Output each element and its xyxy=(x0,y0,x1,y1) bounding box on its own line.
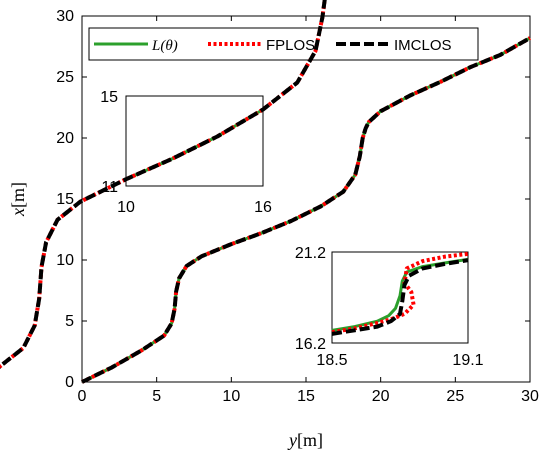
main-ticks: 0 5 10 15 20 25 30 0 5 10 15 20 25 30 xyxy=(56,8,539,405)
legend-label-imclos: IMCLOS xyxy=(394,37,452,54)
y-tick-label: 0 xyxy=(65,374,74,391)
y-tick-label: 5 xyxy=(65,313,74,330)
legend-label-l-theta: L(θ) xyxy=(151,38,178,54)
y-tick-label: 25 xyxy=(56,69,74,86)
x-tick-label: 0 xyxy=(78,388,87,405)
legend: L(θ) FPLOS IMCLOS xyxy=(88,27,479,61)
inset-1-y-tick-label: 15 xyxy=(100,89,118,106)
inset-1-x-tick-label: 16 xyxy=(254,199,272,216)
y-tick-label: 10 xyxy=(56,252,74,269)
x-tick-label: 5 xyxy=(152,388,161,405)
legend-box xyxy=(88,27,479,61)
x-tick-label: 25 xyxy=(446,388,464,405)
inset-2-series-fplos xyxy=(331,251,469,335)
y-tick-label: 15 xyxy=(56,191,74,208)
inset-2: 18.5 19.1 16.2 21.2 xyxy=(295,245,484,369)
inset-1-series xyxy=(0,0,327,369)
inset-2-series-imclos xyxy=(331,258,469,336)
y-axis-label: x[m] xyxy=(8,182,28,217)
x-tick-label: 15 xyxy=(297,388,315,405)
inset-2-y-tick-label: 21.2 xyxy=(295,245,326,262)
y-tick-label: 30 xyxy=(56,8,74,25)
main-series xyxy=(81,36,531,384)
inset-2-series xyxy=(331,251,469,336)
inset-1-ticks: 10 16 11 15 xyxy=(100,89,272,216)
inset-2-x-tick-label: 19.1 xyxy=(452,352,483,369)
y-tick-label: 20 xyxy=(56,130,74,147)
x-axis-label: y[m] xyxy=(287,430,323,450)
inset-1: 10 16 11 15 xyxy=(0,0,327,369)
inset-1-y-tick-label: 11 xyxy=(101,179,118,196)
inset-2-x-tick-label: 18.5 xyxy=(316,352,347,369)
inset-1-frame xyxy=(125,95,264,187)
legend-label-fplos: FPLOS xyxy=(266,37,315,54)
inset-1-series-imclos xyxy=(0,0,327,369)
x-tick-label: 10 xyxy=(222,388,240,405)
inset-1-series-fplos xyxy=(0,0,327,369)
x-tick-label: 30 xyxy=(521,388,539,405)
x-tick-label: 20 xyxy=(372,388,390,405)
main-series-imclos xyxy=(81,36,531,384)
inset-2-ticks: 18.5 19.1 16.2 21.2 xyxy=(295,245,484,369)
inset-1-x-tick-label: 10 xyxy=(117,199,135,216)
inset-2-y-tick-label: 16.2 xyxy=(295,336,326,353)
